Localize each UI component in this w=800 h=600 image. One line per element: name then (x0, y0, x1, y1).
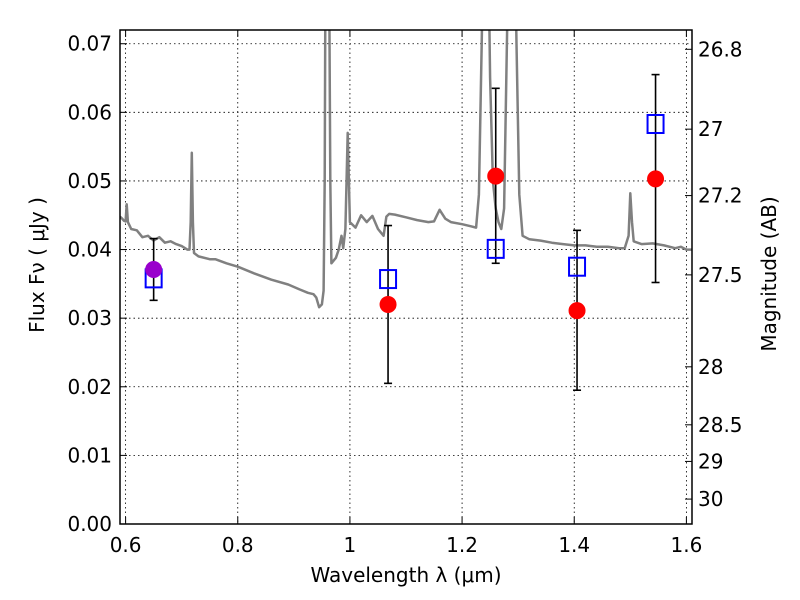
y-tick-label: 0.00 (67, 512, 112, 536)
x-tick-label: 1 (344, 533, 357, 557)
filled-circle-marker (568, 302, 586, 320)
x-tick-label: 0.6 (110, 533, 142, 557)
y-tick-label: 0.04 (67, 238, 112, 262)
filled-circle-marker (145, 260, 163, 278)
open-square-marker (646, 113, 665, 134)
x-tick-label: 1.4 (558, 533, 590, 557)
y-tick-label: 0.05 (67, 169, 112, 193)
filled-circle-marker (487, 167, 505, 185)
right-axis-label: Magnitude (AB) (757, 196, 781, 351)
y-tick-label: 0.06 (67, 100, 112, 124)
plot-frame (119, 29, 693, 525)
x-tick-label: 1.2 (446, 533, 478, 557)
x-tick-label: 1.6 (670, 533, 702, 557)
x-axis-label: Wavelength λ (μm) (310, 563, 501, 587)
right-tick-label: 28.5 (698, 413, 743, 437)
right-tick-label: 29 (698, 449, 723, 473)
y-tick-label: 0.07 (67, 32, 112, 56)
filled-circle-marker (647, 170, 665, 188)
data-markers (144, 113, 665, 320)
spectrum-line (120, 30, 692, 309)
grid-lines (120, 30, 692, 524)
right-tick-label: 26.8 (698, 37, 743, 61)
error-bars (149, 73, 660, 392)
x-tick-labels: 0.6 0.8 1 1.2 1.4 1.6 (110, 533, 703, 557)
right-tick-label: 27.2 (698, 184, 743, 208)
right-tick-labels: 26.8 27 27.2 27.5 28 28.5 29 30 (698, 37, 743, 511)
y-tick-labels: 0.00 0.01 0.02 0.03 0.04 0.05 0.06 0.07 (67, 32, 112, 536)
open-square-marker (486, 238, 505, 259)
open-square-marker (379, 269, 398, 290)
open-square-marker (568, 256, 587, 277)
y-tick-label: 0.02 (67, 375, 112, 399)
right-tick-label: 30 (698, 487, 723, 511)
axis-ticks (120, 30, 692, 525)
filled-circle-marker (379, 295, 397, 313)
y-tick-label: 0.03 (67, 306, 112, 330)
right-tick-label: 27 (698, 117, 723, 141)
model-spectrum (120, 30, 692, 309)
right-tick-label: 27.5 (698, 263, 743, 287)
y-tick-label: 0.01 (67, 443, 112, 467)
y-axis-label: Flux Fν ( μJy ) (25, 197, 49, 333)
right-tick-label: 28 (698, 355, 723, 379)
x-tick-label: 0.8 (222, 533, 254, 557)
